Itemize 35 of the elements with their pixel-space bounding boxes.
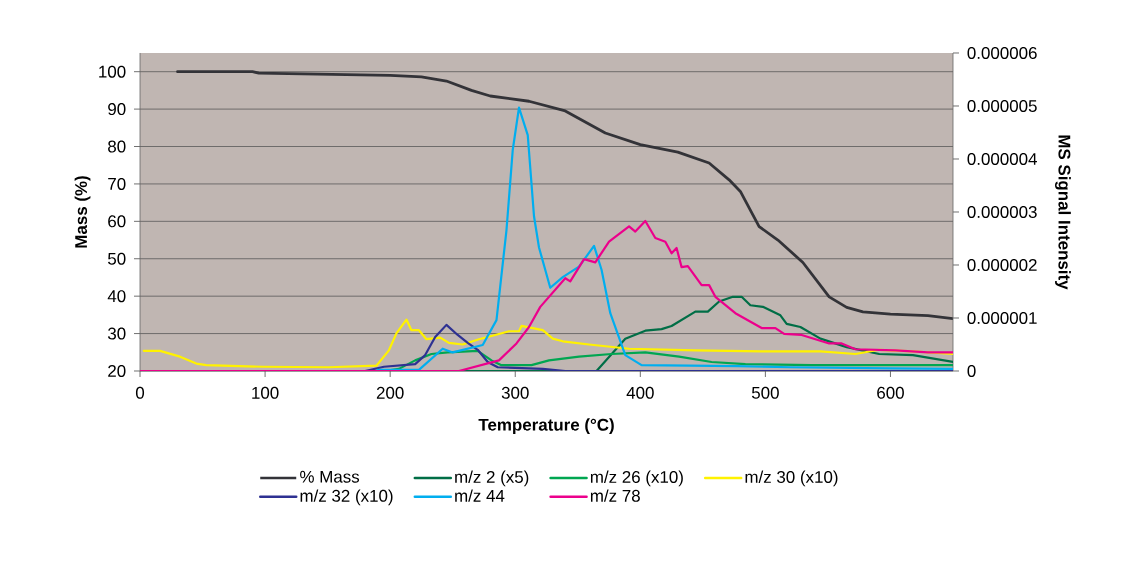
y-tick-label: 80 bbox=[108, 140, 126, 153]
x-tick-label: 100 bbox=[252, 386, 279, 399]
x-tick-label: 300 bbox=[501, 386, 529, 399]
legend-label: m/z 32 (x10) bbox=[300, 489, 393, 506]
x-tick-label: 500 bbox=[751, 386, 779, 399]
x-tick-label: 400 bbox=[626, 386, 654, 399]
y-tick-label: 40 bbox=[107, 290, 126, 303]
y-axis-title: Mass (%) bbox=[74, 176, 91, 248]
x-axis-title: Temperature (°C) bbox=[478, 418, 614, 435]
y2-tick-label: 0.000006 bbox=[967, 46, 1037, 59]
y2-tick-label: 0.000004 bbox=[967, 152, 1037, 165]
y-tick-label: 60 bbox=[108, 215, 126, 228]
y2-tick-label: 0.000002 bbox=[967, 258, 1037, 271]
y2-axis-title: MS Signal Intensity bbox=[1054, 135, 1071, 290]
legend-label: m/z 26 (x10) bbox=[590, 470, 683, 487]
legend-label: m/z 2 (x5) bbox=[455, 470, 529, 487]
line-series bbox=[376, 106, 954, 371]
y-tick-label: 30 bbox=[107, 327, 126, 340]
y2-tick-label: 0.000003 bbox=[967, 205, 1037, 218]
y-tick-label: 90 bbox=[108, 103, 126, 116]
line-series bbox=[176, 70, 954, 321]
x-tick-label: 600 bbox=[877, 386, 904, 399]
x-tick-label: 0 bbox=[135, 386, 145, 399]
legend-label: m/z 44 bbox=[455, 489, 505, 502]
y-tick-label: 70 bbox=[108, 177, 126, 190]
y-tick-label: 20 bbox=[108, 364, 126, 377]
y-tick-label: 100 bbox=[99, 65, 126, 78]
y2-tick-label: 0.000001 bbox=[967, 311, 1037, 324]
legend-label: m/z 78 bbox=[590, 489, 640, 502]
x-tick-label: 200 bbox=[376, 386, 404, 399]
legend-label: % Mass bbox=[300, 470, 360, 483]
y2-tick-label: 0 bbox=[967, 364, 976, 377]
y2-tick-label: 0.000005 bbox=[967, 99, 1037, 112]
legend-label: m/z 30 (x10) bbox=[745, 470, 838, 487]
y-tick-label: 50 bbox=[108, 252, 126, 265]
